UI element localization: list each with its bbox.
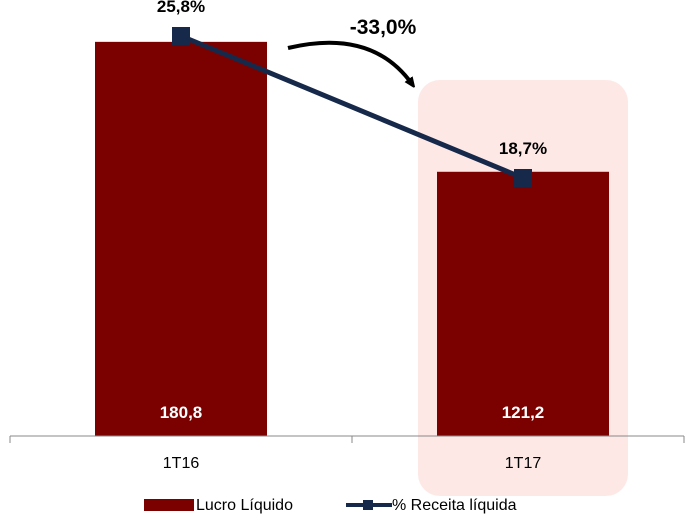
change-arrow bbox=[287, 40, 412, 84]
bar-group: 180,8 121,2 bbox=[95, 41, 609, 437]
receita-marker-1t17 bbox=[514, 169, 532, 187]
x-tick-label-1T17: 1T17 bbox=[505, 455, 542, 472]
receita-value-label-1t16: 25,8% bbox=[157, 0, 205, 16]
legend-marker-receita bbox=[363, 500, 373, 510]
receita-line bbox=[180, 33, 524, 181]
line-series-group: 25,8% 18,7% bbox=[157, 0, 547, 187]
bar-1t16 bbox=[95, 41, 267, 437]
bar-value-label-1t17: 121,2 bbox=[502, 403, 545, 422]
x-tick-label-1T16: 1T16 bbox=[163, 455, 200, 472]
receita-value-label-1t17: 18,7% bbox=[499, 139, 547, 158]
bar-value-label-1t16: 180,8 bbox=[160, 403, 203, 422]
bar-1t17 bbox=[437, 171, 609, 436]
legend-label-lucro-liquido: Lucro Líquido bbox=[196, 497, 293, 514]
change-annotation: -33,0% bbox=[350, 16, 417, 39]
receita-marker-1t16 bbox=[172, 27, 190, 45]
legend-label-receita: % Receita líquida bbox=[392, 497, 517, 514]
legend: Lucro Líquido % Receita líquida bbox=[144, 497, 517, 514]
legend-swatch-lucro-liquido bbox=[144, 499, 194, 511]
